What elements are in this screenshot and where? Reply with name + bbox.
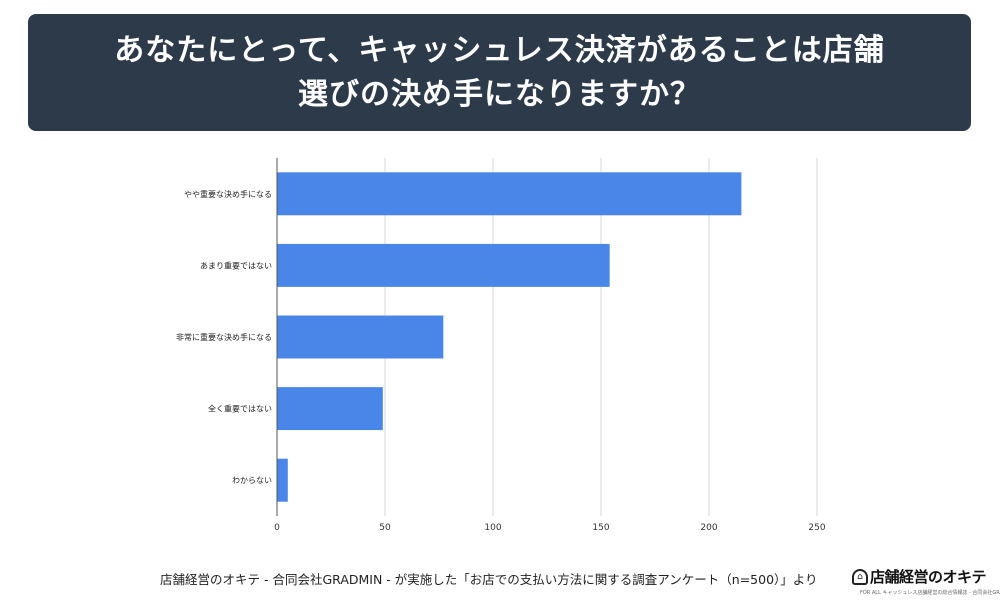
x-tick-label: 100 [484,523,501,533]
chart-title-line-2: 選びの決め手になりますか？ [298,76,701,112]
x-tick-label: 250 [808,523,825,533]
x-tick-label: 150 [592,523,609,533]
title-banner: あなたにとって、キャッシュレス決済があることは店舗 選びの決め手になりますか？ [28,14,971,131]
bar [277,315,444,359]
category-label: あまり重要ではない [200,260,272,270]
category-label: 全く重要ではない [208,404,272,414]
category-label: 非常に重要な決め手になる [176,332,272,342]
bar [277,387,383,431]
logo-text: 店舗経営のオキテ [870,568,987,586]
shop-icon: ⌂ [852,568,868,585]
brand-logo: ⌂ 店舗経営のオキテ FOR ALL キャッシュレス店舗経営の総合情報誌 - 合… [852,566,1000,600]
category-label: わからない [232,476,272,485]
bar [277,243,610,287]
bar [277,458,288,502]
category-label: やや重要な決め手になる [184,189,272,199]
source-caption: 店舗経営のオキテ - 合同会社GRADMIN - が実施した「お店での支払い方法… [160,572,818,587]
bar [277,172,742,216]
x-tick-label: 0 [274,523,280,533]
logo-tagline: FOR ALL キャッシュレス店舗経営の総合情報誌 - 合同会社GRADMIN … [860,590,1000,596]
x-tick-label: 200 [700,523,717,533]
x-tick-label: 50 [379,523,391,533]
chart-title-line-1: あなたにとって、キャッシュレス決済があることは店舗 [114,32,885,68]
